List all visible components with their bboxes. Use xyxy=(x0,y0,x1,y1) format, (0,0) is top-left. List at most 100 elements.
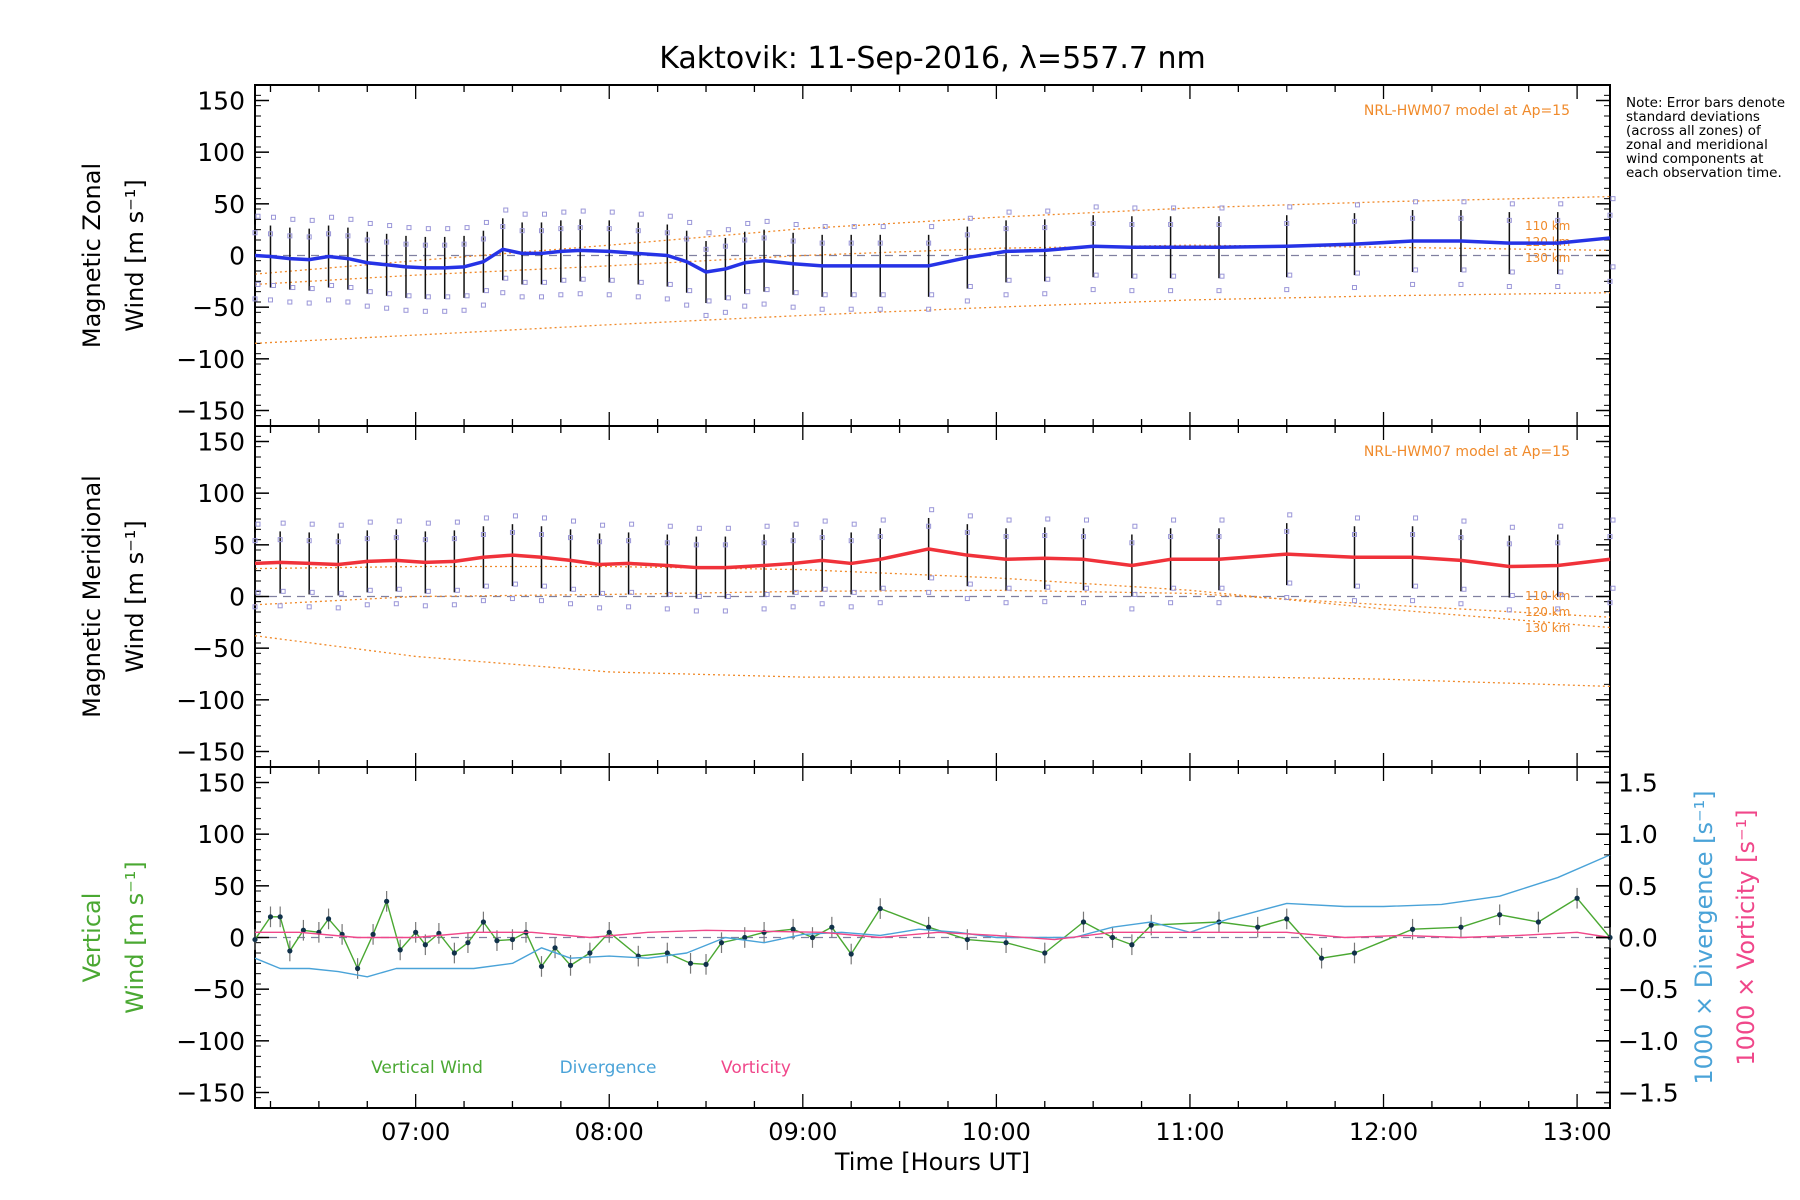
zone-point xyxy=(687,288,693,294)
zone-point xyxy=(422,603,428,609)
zone-point xyxy=(967,284,973,289)
zone-point xyxy=(1458,535,1464,541)
zone-point xyxy=(635,294,641,300)
zone-point xyxy=(287,233,293,239)
zone-point xyxy=(483,515,489,521)
zone-point xyxy=(1216,600,1222,606)
zone-point xyxy=(964,529,970,535)
zone-point xyxy=(512,513,518,519)
panel-vertical: 150 100 50 0 −50 −100 −150 Vertical Wind [m s⁻¹]… xyxy=(78,766,1760,1176)
zone-point xyxy=(967,215,973,221)
zone-point xyxy=(822,224,828,230)
zone-point xyxy=(722,309,728,315)
zone-point xyxy=(577,291,583,297)
zone-point xyxy=(1045,584,1051,590)
y-tick-label: 50 xyxy=(213,872,245,901)
zone-point xyxy=(1458,281,1464,287)
y-tick-label: 0 xyxy=(229,242,245,271)
model-curve xyxy=(254,244,1611,286)
zone-point xyxy=(822,292,828,298)
zone-point xyxy=(306,604,312,610)
zone-point xyxy=(1003,226,1009,232)
zone-point xyxy=(790,238,796,244)
zone-point xyxy=(1042,291,1048,297)
zone-point xyxy=(571,518,577,524)
zone-point xyxy=(255,521,261,527)
zone-point xyxy=(451,536,457,542)
zone-point xyxy=(519,294,525,300)
zone-point xyxy=(745,220,751,226)
zone-point xyxy=(1351,532,1357,537)
zone-point xyxy=(1287,512,1293,518)
y-tick-label: 150 xyxy=(197,428,245,457)
zone-point xyxy=(480,236,486,242)
legend-entry: Divergence xyxy=(560,1058,657,1078)
zone-point xyxy=(1219,517,1225,523)
zone-point xyxy=(509,596,515,602)
zone-point xyxy=(503,275,509,281)
y2-axis-label-divergence: 1000 × Divergence [s⁻¹] xyxy=(1690,790,1718,1084)
zone-point xyxy=(1413,515,1419,521)
zone-point xyxy=(1042,599,1048,605)
series-line-zonal xyxy=(254,236,1611,274)
vertical-wind-point xyxy=(877,905,883,912)
zone-point xyxy=(848,538,854,544)
zone-point xyxy=(877,240,883,246)
zone-point xyxy=(367,519,373,525)
zone-point xyxy=(367,587,373,593)
zone-point xyxy=(848,240,854,246)
zone-point xyxy=(1284,220,1290,226)
zone-point xyxy=(422,308,428,314)
zone-point xyxy=(764,218,770,224)
zone-point xyxy=(329,282,335,288)
zone-point xyxy=(1461,518,1467,524)
vertical-wind-point xyxy=(552,945,558,951)
y-tick-label: 150 xyxy=(197,87,245,116)
zone-point xyxy=(1090,287,1096,293)
vertical-wind-point xyxy=(1458,924,1464,930)
zone-point xyxy=(1351,218,1357,224)
zone-point xyxy=(1509,524,1515,530)
x-tick-label: 11:00 xyxy=(1155,1118,1224,1146)
zone-point xyxy=(790,304,796,310)
zone-point xyxy=(725,525,731,531)
zone-point xyxy=(703,246,709,252)
zone-point xyxy=(252,604,258,610)
zone-point xyxy=(1045,516,1051,522)
vertical-wind-point xyxy=(451,950,457,956)
zone-point xyxy=(1006,209,1012,215)
zone-point xyxy=(345,233,351,239)
x-tick-label: 12:00 xyxy=(1349,1118,1418,1146)
vertical-wind-point xyxy=(370,931,376,938)
legend-entry: Vertical Wind xyxy=(371,1058,483,1078)
zone-point xyxy=(790,538,796,544)
zone-point xyxy=(693,542,699,548)
zone-point xyxy=(664,230,670,236)
vertical-wind-point xyxy=(809,934,816,941)
zone-point xyxy=(1284,528,1290,534)
zone-point xyxy=(1607,600,1613,606)
zone-point xyxy=(541,279,547,285)
y2-tick-label: −1.0 xyxy=(1618,1027,1679,1056)
zone-point xyxy=(1284,595,1290,601)
vertical-wind-point xyxy=(325,916,332,922)
zone-point xyxy=(1555,217,1561,223)
vertical-wind-point xyxy=(287,948,293,954)
zone-point xyxy=(1506,284,1512,289)
zone-point xyxy=(1132,273,1138,279)
vertical-wind-point xyxy=(1255,924,1261,930)
zone-point xyxy=(706,230,712,236)
zone-point xyxy=(367,220,373,226)
zone-point xyxy=(306,300,312,306)
zone-point xyxy=(964,596,970,602)
zone-point xyxy=(609,209,615,215)
zone-point xyxy=(1171,205,1177,211)
zone-point xyxy=(684,302,690,308)
zone-point xyxy=(1555,606,1561,612)
vertical-wind-point xyxy=(926,924,932,930)
x-tick-label: 10:00 xyxy=(962,1118,1031,1146)
vertical-wind-point xyxy=(1409,926,1416,932)
y-tick-label: 100 xyxy=(197,138,245,167)
zone-point xyxy=(1558,269,1564,275)
